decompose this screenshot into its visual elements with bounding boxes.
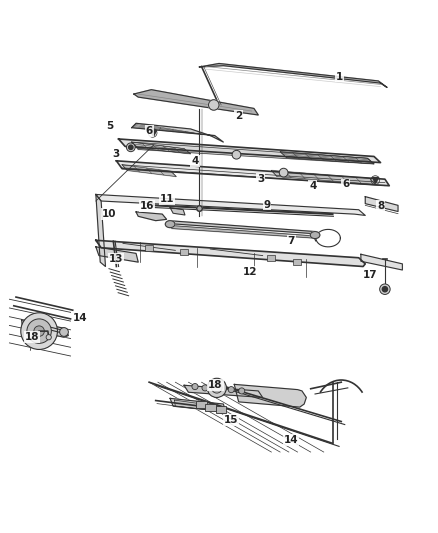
Circle shape <box>192 384 198 390</box>
Text: 8: 8 <box>377 201 384 211</box>
Text: 16: 16 <box>140 201 154 211</box>
Text: 15: 15 <box>223 415 238 425</box>
Bar <box>215 406 226 413</box>
Text: 3: 3 <box>113 149 120 159</box>
Polygon shape <box>365 197 398 212</box>
Circle shape <box>228 386 234 393</box>
Circle shape <box>129 145 133 149</box>
Bar <box>196 401 207 408</box>
Polygon shape <box>234 384 306 407</box>
Bar <box>205 403 216 410</box>
Polygon shape <box>174 400 197 409</box>
Bar <box>180 249 187 255</box>
Polygon shape <box>169 221 317 237</box>
Text: 18: 18 <box>208 380 223 390</box>
Text: 2: 2 <box>235 111 242 121</box>
Circle shape <box>207 378 226 398</box>
Text: 3: 3 <box>257 174 264 184</box>
Polygon shape <box>132 142 191 154</box>
Circle shape <box>279 168 288 177</box>
Polygon shape <box>21 320 68 337</box>
Bar <box>145 245 152 251</box>
Polygon shape <box>119 139 381 163</box>
Text: 6: 6 <box>145 126 153 136</box>
Ellipse shape <box>310 231 320 239</box>
Polygon shape <box>199 63 387 87</box>
Text: 4: 4 <box>309 181 317 191</box>
Polygon shape <box>132 123 223 142</box>
Circle shape <box>232 150 241 159</box>
Polygon shape <box>184 385 263 398</box>
Polygon shape <box>122 165 176 176</box>
Polygon shape <box>96 247 138 262</box>
Polygon shape <box>96 240 365 266</box>
Circle shape <box>202 385 208 391</box>
Text: 4: 4 <box>191 156 199 166</box>
Polygon shape <box>170 225 316 241</box>
Bar <box>293 259 301 265</box>
Bar <box>267 255 275 261</box>
Circle shape <box>127 143 135 152</box>
Circle shape <box>60 328 68 336</box>
Text: 7: 7 <box>287 236 295 246</box>
Text: 17: 17 <box>362 270 377 280</box>
Polygon shape <box>96 195 106 266</box>
Polygon shape <box>134 90 258 115</box>
Circle shape <box>208 100 219 110</box>
Text: 5: 5 <box>106 121 113 131</box>
Text: 12: 12 <box>242 267 257 277</box>
Circle shape <box>239 388 245 394</box>
Polygon shape <box>361 254 403 270</box>
Polygon shape <box>132 142 374 164</box>
Ellipse shape <box>165 221 175 228</box>
Text: 11: 11 <box>159 194 174 204</box>
Polygon shape <box>117 161 389 185</box>
Circle shape <box>34 326 44 336</box>
Circle shape <box>46 335 51 340</box>
Polygon shape <box>96 195 365 215</box>
Circle shape <box>382 287 388 292</box>
Polygon shape <box>280 152 374 164</box>
Polygon shape <box>170 398 226 411</box>
Polygon shape <box>136 212 166 221</box>
Circle shape <box>27 319 51 343</box>
Text: 18: 18 <box>25 332 39 342</box>
Circle shape <box>21 313 57 350</box>
Circle shape <box>380 284 390 294</box>
Polygon shape <box>170 207 185 215</box>
Text: 6: 6 <box>342 180 349 189</box>
Text: 13: 13 <box>109 254 124 264</box>
Text: 1: 1 <box>336 71 343 82</box>
Text: 9: 9 <box>264 199 271 209</box>
Text: 14: 14 <box>284 435 298 445</box>
Polygon shape <box>272 171 375 184</box>
Text: 14: 14 <box>73 313 88 323</box>
Text: 10: 10 <box>102 209 116 219</box>
Circle shape <box>212 383 222 393</box>
